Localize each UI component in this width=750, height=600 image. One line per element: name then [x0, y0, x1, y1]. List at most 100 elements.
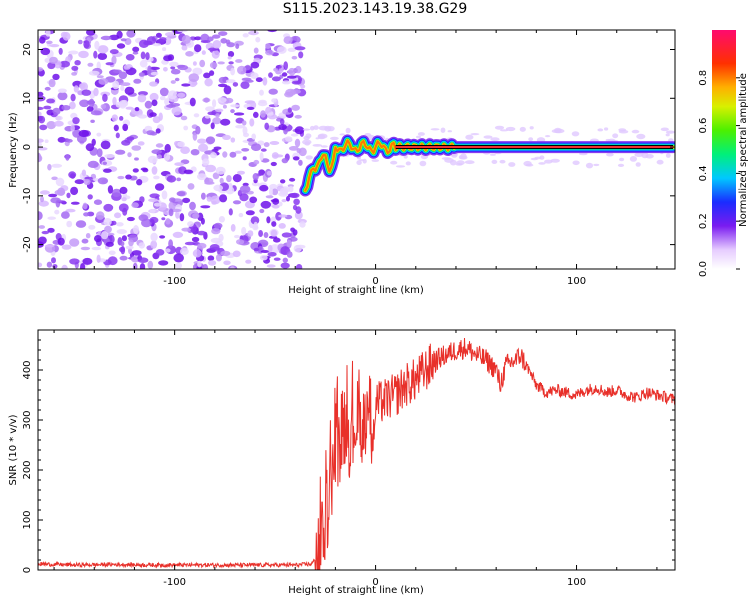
noise-blob — [197, 242, 207, 249]
noise-blob — [244, 64, 251, 71]
noise-blob — [57, 91, 68, 101]
noise-blob — [75, 220, 87, 228]
noise-blob — [285, 136, 293, 142]
noise-blob — [77, 39, 83, 45]
noise-blob — [88, 98, 95, 108]
noise-blob — [218, 31, 228, 36]
noise-blob — [97, 177, 109, 185]
noise-blob — [118, 71, 128, 80]
noise-blob — [193, 113, 200, 118]
noise-blob — [207, 255, 215, 261]
noise-blob — [86, 106, 94, 112]
noise-blob — [174, 77, 180, 82]
noise-blob — [213, 146, 222, 150]
noise-blob — [219, 177, 224, 184]
halo-blob — [544, 135, 551, 138]
noise-blob — [200, 205, 211, 209]
noise-blob — [165, 248, 171, 253]
noise-blob — [38, 211, 43, 221]
noise-blob — [85, 143, 95, 152]
noise-blob — [215, 254, 222, 262]
colorbar-tick-label: 0.8 — [698, 70, 709, 86]
colorbar: 0.0 0.2 0.4 0.6 0.8 Normalized spectral ampl… — [698, 30, 749, 277]
noise-blob — [96, 132, 102, 137]
noise-blob — [222, 151, 228, 158]
noise-blob — [107, 256, 118, 266]
noise-blob — [210, 122, 215, 130]
noise-blob — [167, 90, 178, 100]
noise-blob — [131, 202, 139, 209]
noise-blob — [165, 218, 171, 225]
y-tick-label: 300 — [22, 410, 33, 429]
noise-blob — [176, 30, 188, 33]
noise-blob — [127, 152, 132, 158]
noise-blob — [200, 40, 211, 44]
noise-blob — [120, 38, 127, 42]
noise-blob — [147, 155, 158, 164]
y-tick-label: 10 — [22, 92, 33, 105]
noise-blob — [286, 239, 292, 248]
noise-blob — [55, 115, 63, 121]
colorbar-tick-label: 0.6 — [698, 118, 709, 134]
spectrogram-xlabel: Height of straight line (km) — [288, 285, 424, 296]
halo-blob — [315, 137, 320, 140]
noise-blob — [47, 163, 52, 171]
noise-blob — [279, 118, 285, 125]
spectrogram-frame — [37, 29, 676, 270]
noise-blob — [283, 36, 293, 44]
halo-blob — [458, 155, 464, 160]
noise-blob — [201, 192, 206, 200]
halo-blob — [324, 125, 332, 132]
noise-blob — [125, 54, 135, 61]
noise-blob — [88, 70, 100, 76]
y-tick-label: 400 — [22, 360, 33, 379]
noise-blob — [114, 212, 122, 219]
noise-blob — [80, 246, 91, 251]
halo-blob — [464, 160, 475, 165]
snr-marks — [38, 337, 675, 570]
noise-blob — [116, 43, 126, 49]
halo-blob — [305, 155, 313, 160]
noise-blob — [211, 227, 221, 235]
noise-blob — [49, 44, 60, 48]
x-tick-label: -100 — [163, 276, 186, 287]
noise-blob — [126, 216, 135, 222]
noise-blob — [198, 143, 209, 152]
noise-blob — [237, 65, 247, 75]
noise-blob — [65, 154, 70, 161]
noise-blob — [145, 52, 150, 61]
noise-blob — [170, 66, 176, 70]
noise-blob — [281, 72, 288, 77]
noise-blob — [267, 112, 274, 116]
noise-blob — [286, 195, 290, 202]
noise-blob — [235, 59, 243, 63]
noise-blob — [68, 171, 77, 179]
noise-blob — [103, 203, 114, 212]
noise-blob — [132, 51, 139, 55]
noise-blob — [66, 192, 71, 199]
noise-blob — [271, 76, 281, 82]
noise-blob — [286, 75, 297, 79]
noise-blob — [280, 262, 290, 269]
noise-blob — [166, 175, 177, 183]
noise-blob — [81, 169, 87, 177]
noise-blob — [155, 128, 161, 134]
noise-blob — [51, 257, 56, 264]
noise-blob — [113, 124, 119, 132]
noise-blob — [96, 211, 105, 220]
noise-blob — [249, 118, 255, 127]
noise-blob — [172, 231, 184, 238]
noise-blob — [125, 245, 134, 250]
noise-blob — [225, 79, 236, 84]
noise-blob — [204, 78, 213, 87]
noise-blob — [98, 78, 109, 85]
noise-blob — [255, 77, 263, 83]
noise-blob — [281, 158, 289, 164]
noise-blob — [230, 224, 236, 232]
halo-blob — [538, 162, 546, 165]
noise-blob — [61, 105, 71, 111]
noise-blob — [197, 138, 207, 144]
halo-blob — [619, 157, 625, 162]
halo-blob — [571, 131, 580, 137]
